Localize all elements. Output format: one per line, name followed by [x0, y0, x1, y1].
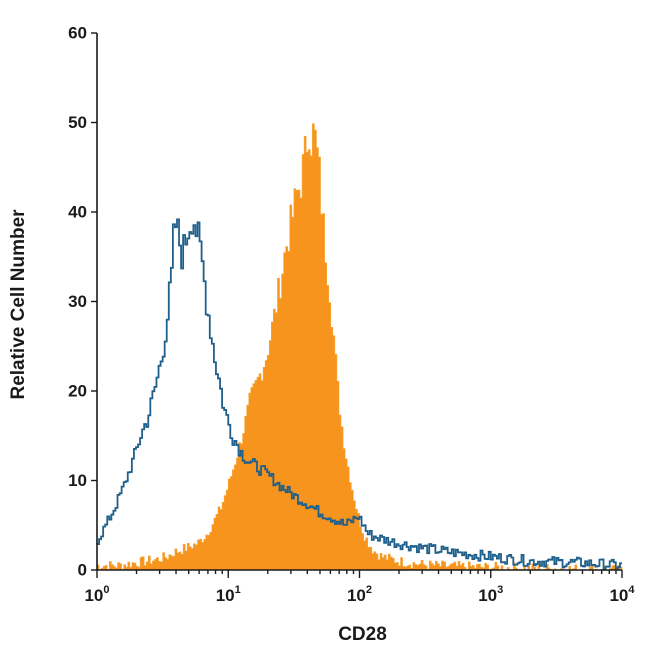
y-tick-label: 10 — [68, 471, 87, 490]
y-tick-label: 30 — [68, 292, 87, 311]
y-tick-label: 0 — [78, 561, 87, 580]
x-tick-label: 103 — [478, 584, 503, 605]
y-tick-label: 50 — [68, 113, 87, 132]
series-layer — [96, 123, 623, 571]
histogram-filled-series — [96, 123, 623, 571]
y-axis-ticks: 0 10 20 30 40 50 60 — [68, 24, 97, 580]
y-tick-label: 20 — [68, 382, 87, 401]
histogram-outline-series — [96, 218, 622, 571]
x-axis-ticks: 100 101 102 103 104 — [84, 570, 635, 605]
axes-layer — [96, 33, 622, 571]
y-tick-label: 60 — [68, 24, 87, 43]
x-tick-label: 102 — [347, 584, 372, 605]
y-axis-title: Relative Cell Number — [8, 209, 29, 400]
y-tick-label: 40 — [68, 203, 87, 222]
x-tick-label: 100 — [84, 584, 109, 605]
x-tick-label: 104 — [609, 584, 635, 605]
x-axis-title: CD28 — [338, 624, 387, 645]
x-tick-label: 101 — [216, 584, 241, 605]
